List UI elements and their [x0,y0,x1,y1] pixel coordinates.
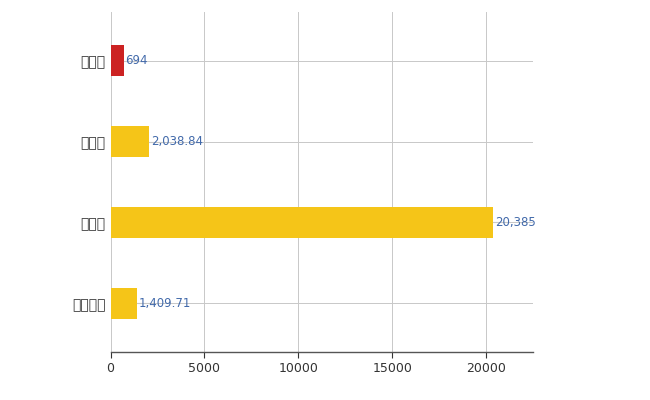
Bar [111,126,149,157]
Bar [111,288,137,319]
Bar [111,45,124,76]
Text: 1,409.71: 1,409.71 [139,297,191,310]
Text: 694: 694 [125,54,148,67]
Text: 20,385: 20,385 [495,216,536,229]
Bar [111,207,493,238]
Text: 2,038.84: 2,038.84 [151,135,203,148]
